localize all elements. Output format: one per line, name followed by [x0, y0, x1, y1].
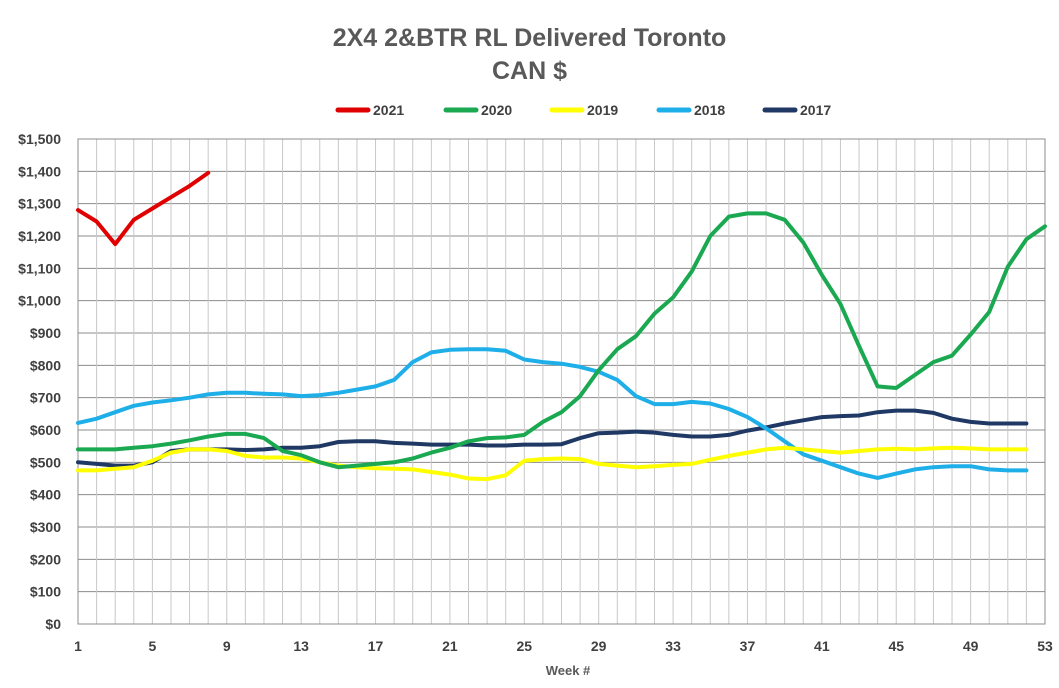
x-tick-label: 29: [591, 638, 607, 654]
y-tick-label: $800: [30, 357, 61, 373]
y-tick-label: $600: [30, 422, 61, 438]
y-tick-label: $300: [30, 519, 61, 535]
series-lines: [76, 170, 1047, 482]
y-tick-label: $1,100: [18, 260, 61, 276]
series-line-2020: [76, 211, 1047, 470]
x-axis-title: Week #: [546, 663, 591, 678]
y-tick-label: $1,200: [18, 228, 61, 244]
y-tick-label: $1,300: [18, 196, 61, 212]
x-tick-label: 33: [665, 638, 681, 654]
x-tick-label: 45: [888, 638, 904, 654]
y-tick-label: $1,500: [18, 131, 61, 147]
x-tick-label: 13: [293, 638, 309, 654]
legend-label-2021: 2021: [373, 102, 404, 118]
y-tick-label: $1,000: [18, 293, 61, 309]
x-tick-label: 5: [148, 638, 156, 654]
y-tick-label: $0: [45, 616, 61, 632]
x-tick-label: 49: [963, 638, 979, 654]
y-tick-label: $200: [30, 551, 61, 567]
legend-label-2018: 2018: [694, 102, 725, 118]
x-tick-label: 37: [740, 638, 756, 654]
legend-label-2019: 2019: [587, 102, 618, 118]
x-tick-label: 41: [814, 638, 830, 654]
x-tick-label: 1: [74, 638, 82, 654]
gridlines: [77, 138, 1046, 625]
chart-subtitle: CAN $: [491, 57, 567, 85]
chart-title: 2X4 2&BTR RL Delivered Toronto: [332, 24, 727, 52]
legend-label-2020: 2020: [481, 102, 512, 118]
axes: $0 $100 $200 $300 $400 $500 $600 $700 $800 $900 $1…: [18, 131, 1053, 654]
legend: 2021 2020 2019 2018 2017: [335, 102, 831, 118]
series-line-2019: [76, 445, 1029, 482]
x-tick-label: 53: [1037, 638, 1053, 654]
x-tick-label: 9: [223, 638, 231, 654]
series-line-2017: [76, 408, 1029, 468]
x-tick-label: 25: [517, 638, 533, 654]
y-tick-label: $900: [30, 325, 61, 341]
y-tick-label: $100: [30, 584, 61, 600]
x-tick-label: 17: [368, 638, 384, 654]
y-tick-label: $500: [30, 454, 61, 470]
y-tick-label: $700: [30, 390, 61, 406]
y-tick-label: $1,400: [18, 163, 61, 179]
plot-area-border: [77, 138, 1046, 625]
series-line-2021: [76, 170, 211, 247]
legend-label-2017: 2017: [800, 102, 831, 118]
series-line-2018: [76, 347, 1029, 480]
x-tick-label: 21: [442, 638, 458, 654]
y-tick-label: $400: [30, 487, 61, 503]
